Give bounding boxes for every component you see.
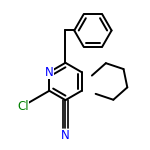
Text: N: N [61, 129, 70, 142]
Text: N: N [45, 66, 54, 79]
Text: Cl: Cl [17, 100, 28, 113]
